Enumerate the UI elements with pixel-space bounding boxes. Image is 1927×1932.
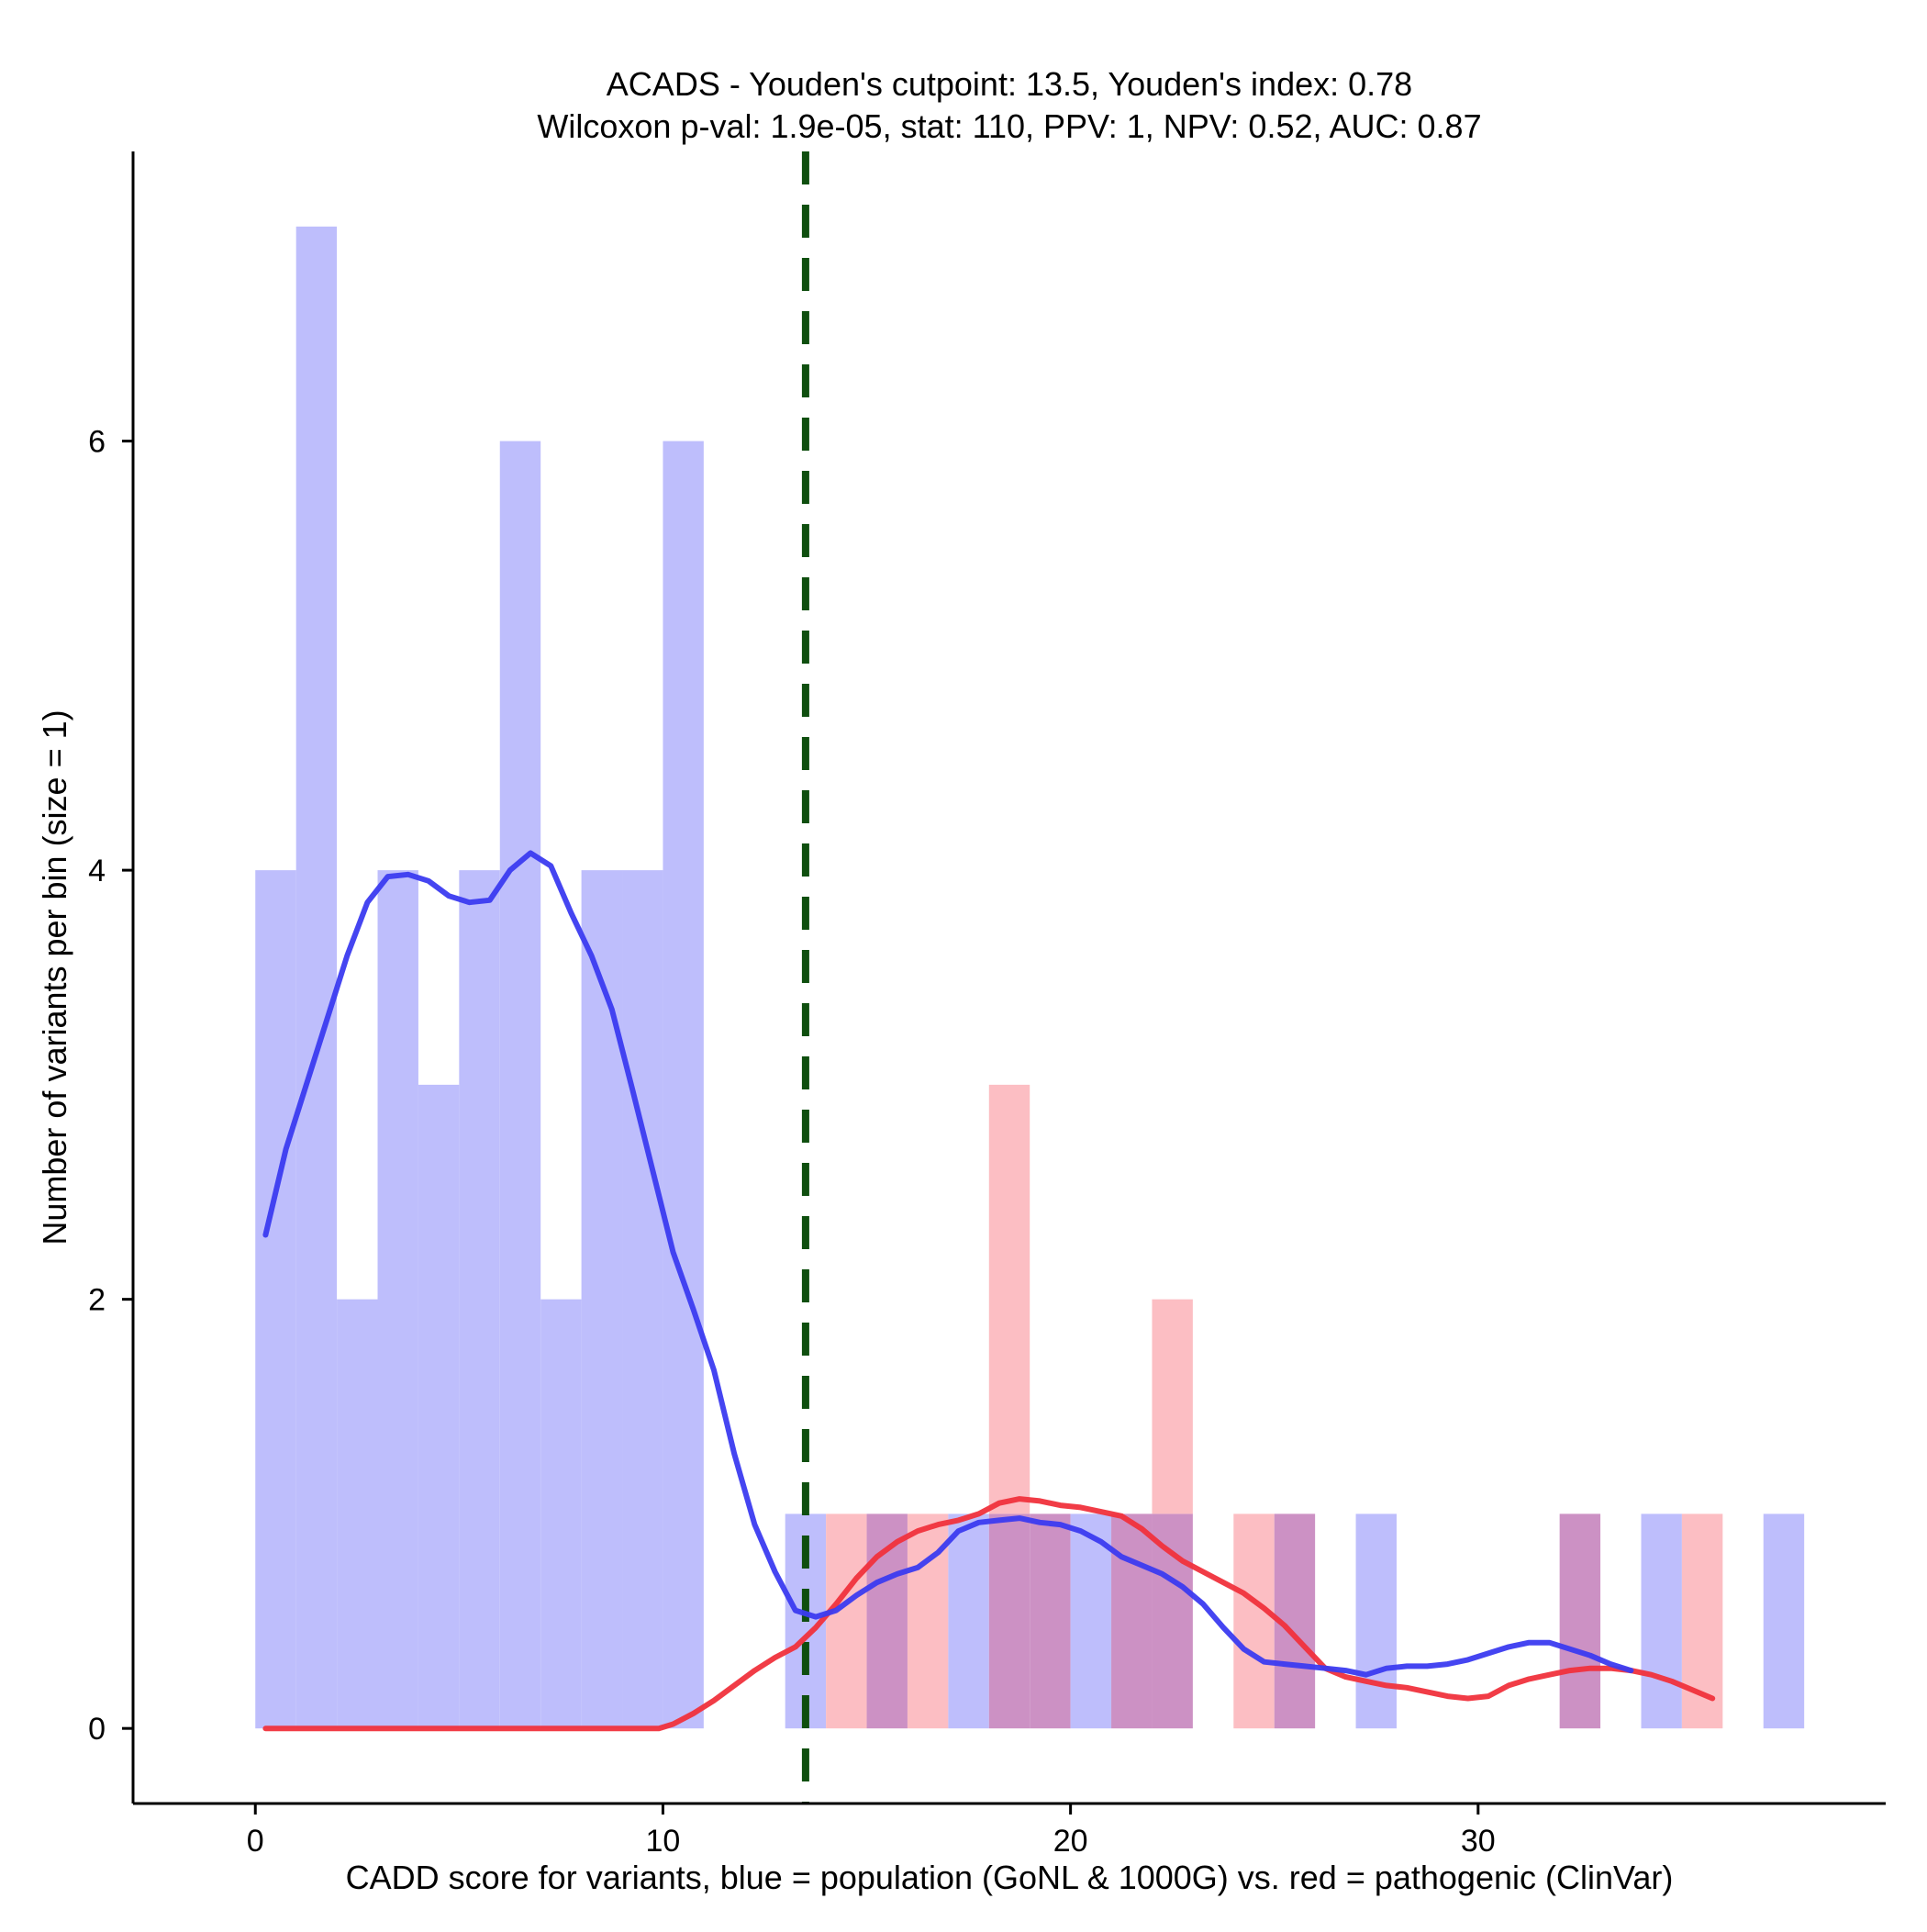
y-axis-label: Number of variants per bin (size = 1): [36, 709, 73, 1245]
bar-overlap-bin-21: [1111, 1513, 1153, 1729]
bar-population-bin-2: [337, 1299, 378, 1729]
bar-population-bin-6: [499, 441, 541, 1729]
bar-population-bin-37: [1763, 1513, 1805, 1729]
x-tick-label-20: 20: [1053, 1824, 1088, 1859]
y-tick-label-2: 2: [88, 1283, 106, 1318]
chart-title-line-2: Wilcoxon p-val: 1.9e-05, stat: 110, PPV:…: [537, 107, 1481, 145]
bar-overlap-bin-32: [1559, 1513, 1601, 1729]
x-tick-label-30: 30: [1461, 1824, 1496, 1859]
bar-population-bin-8: [581, 870, 623, 1729]
bar-population-bin-0: [255, 870, 296, 1729]
bar-population-bin-10: [663, 441, 704, 1729]
ticks-layer: 0 10 20 30 0 2 4 6: [88, 425, 1496, 1859]
bar-population-bin-3: [377, 870, 418, 1729]
y-tick-label-6: 6: [88, 425, 106, 460]
bar-population-bin-5: [459, 870, 500, 1729]
bar-population-bin-17: [948, 1513, 989, 1729]
bars-layer: [255, 226, 1805, 1729]
bar-overlap-bin-19: [1030, 1513, 1071, 1729]
axes-layer: [131, 151, 1886, 1805]
y-tick-label-4: 4: [88, 854, 106, 888]
bar-population-bin-34: [1641, 1513, 1682, 1729]
x-tick-label-0: 0: [247, 1824, 264, 1859]
x-axis-label: CADD score for variants, blue = populati…: [346, 1859, 1674, 1896]
bar-population-bin-1: [295, 226, 338, 1729]
bar-population-bin-27: [1355, 1513, 1397, 1729]
pathogenic-density-line: [262, 1496, 1716, 1732]
bar-overlap-bin-22: [1152, 1513, 1193, 1729]
bar-pathogenic-bin-18: [988, 1084, 1030, 1514]
bar-population-bin-4: [418, 1084, 460, 1729]
y-tick-label-0: 0: [88, 1712, 106, 1747]
population-density-line: [262, 850, 1634, 1678]
bar-pathogenic-bin-24: [1233, 1513, 1275, 1729]
bar-population-bin-7: [540, 1299, 582, 1729]
x-tick-label-10: 10: [646, 1824, 681, 1859]
bar-population-bin-20: [1070, 1513, 1112, 1729]
density-layer: [262, 850, 1716, 1732]
bar-pathogenic-bin-14: [826, 1513, 867, 1729]
bar-overlap-bin-18: [988, 1513, 1030, 1729]
bar-population-bin-9: [622, 870, 663, 1729]
chart-title-line-1: ACADS - Youden's cutpoint: 13.5, Youden'…: [607, 65, 1412, 103]
bar-pathogenic-bin-22: [1152, 1299, 1193, 1514]
